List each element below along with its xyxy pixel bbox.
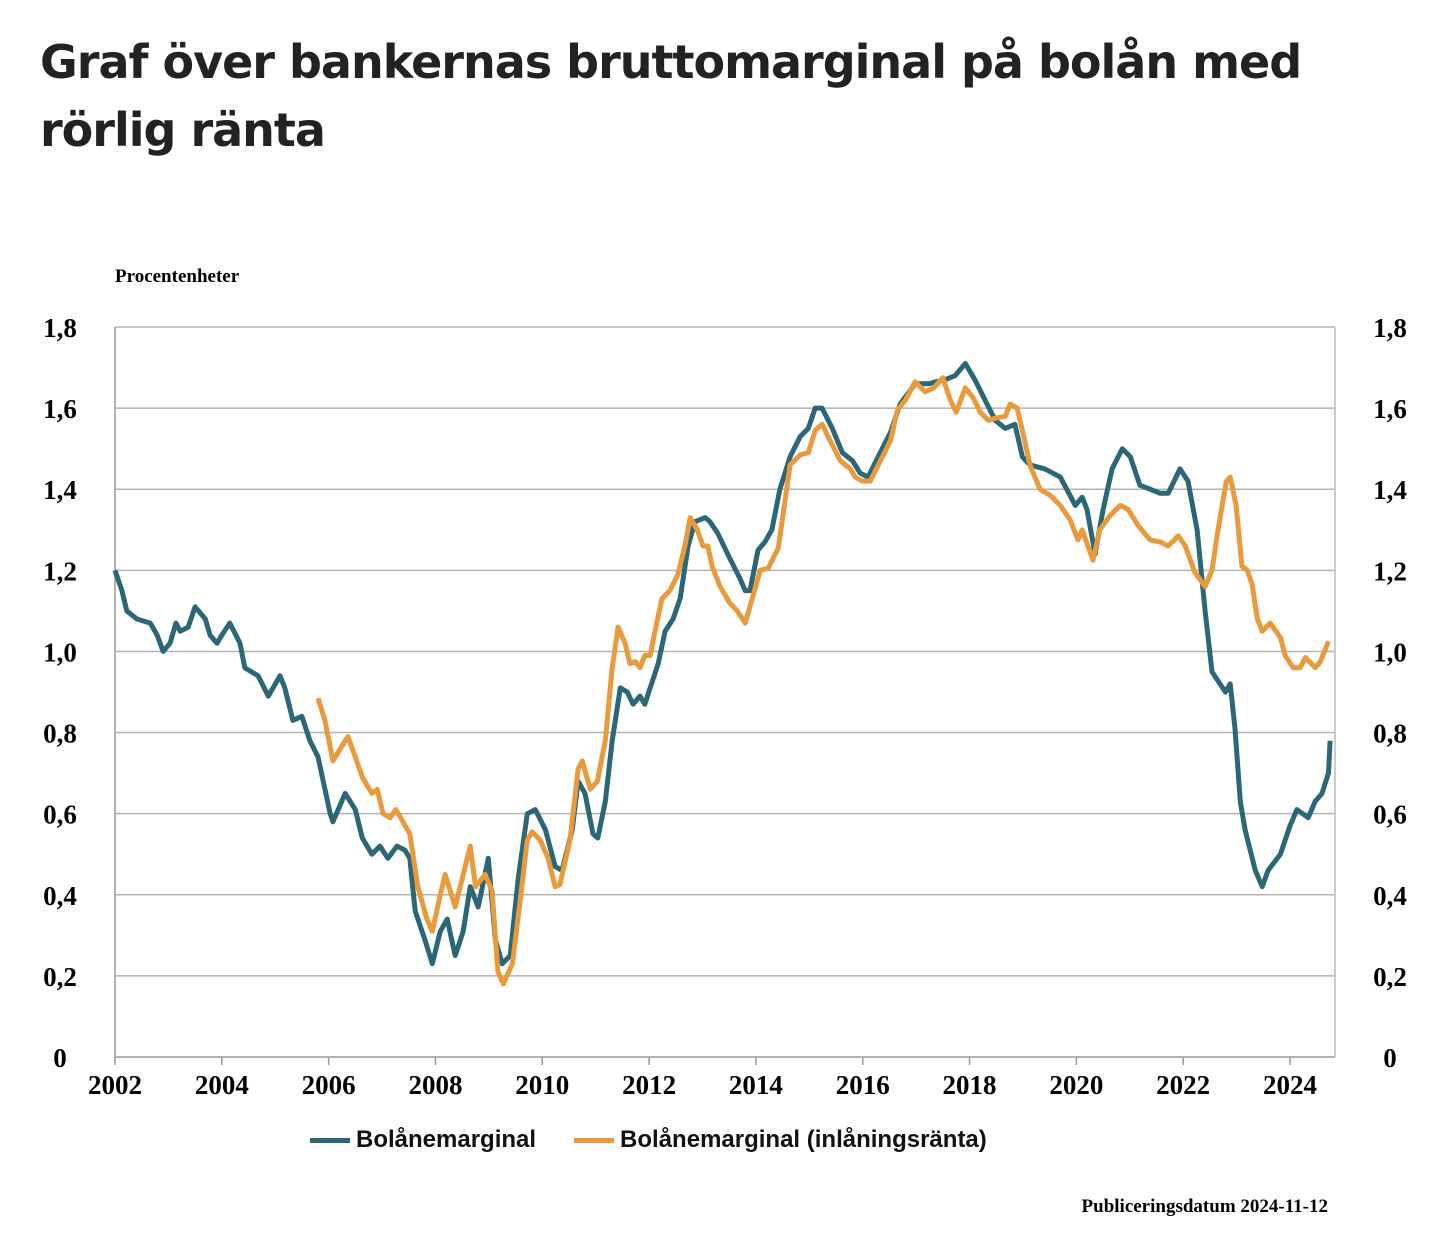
y-tick-label-right: 0,2 [1373,962,1407,992]
y-tick-label-right: 1,0 [1373,637,1407,667]
publication-date: Publiceringsdatum 2024-11-12 [1081,1196,1328,1217]
legend-item-inlaningsranta: Bolånemarginal (inlåningsränta) [574,1126,987,1154]
y-tick-label-left: 0,4 [43,881,77,911]
axes [114,327,1336,1065]
x-tick-label: 2012 [622,1070,676,1100]
x-tick-label: 2020 [1049,1070,1103,1100]
y-tick-label-left: 1,0 [43,637,77,667]
x-tick-label: 2022 [1156,1070,1210,1100]
x-tick-label: 2018 [943,1070,997,1100]
x-tick-label: 2004 [195,1070,249,1100]
legend-item-bolanemarginal: Bolånemarginal [310,1126,536,1154]
x-tick-label: 2002 [88,1070,142,1100]
page-title: Graf över bankernas bruttomarginal på bo… [40,35,1302,157]
series-lines [112,361,1333,987]
y-tick-label-left: 1,8 [43,313,77,343]
y-tick-label-left: 0 [53,1043,67,1073]
y-axis-unit-label: Procentenheter [115,266,240,287]
x-tick-label: 2006 [302,1070,356,1100]
legend-label: Bolånemarginal [356,1126,537,1153]
tick-labels: 0 0 0,2 0,2 0,4 0,4 0,6 0,6 0,8 0,8 1,0 1,0 1,2 1,2 1,… [43,313,1407,1100]
y-tick-label-left: 1,6 [43,394,77,424]
x-tick-label: 2010 [515,1070,569,1100]
x-tick-label: 2024 [1263,1070,1317,1100]
y-tick-label-right: 1,4 [1373,475,1407,505]
gridlines [115,326,1335,977]
y-tick-label-left: 1,2 [43,556,77,586]
y-tick-label-left: 0,6 [43,800,77,830]
y-tick-label-right: 0,8 [1373,719,1407,749]
legend-swatch [310,1137,350,1143]
x-tick-label: 2008 [408,1070,462,1100]
y-tick-label-left: 0,8 [43,719,77,749]
y-tick-label-right: 1,8 [1373,313,1407,343]
y-tick-label-right: 0,6 [1373,800,1407,830]
y-tick-label-right: 1,2 [1373,556,1407,586]
series-line-inlaningsranta [315,375,1331,987]
y-tick-label-right: 1,6 [1373,394,1407,424]
x-tick-label: 2014 [729,1070,783,1100]
x-tick-label: 2016 [836,1070,890,1100]
y-tick-label-right: 0,4 [1373,881,1407,911]
y-tick-label-right: 0 [1383,1043,1397,1073]
y-tick-label-left: 0,2 [43,962,77,992]
legend-swatch [574,1137,615,1143]
legend: Bolånemarginal Bolånemarginal (inlånings… [310,1126,987,1154]
legend-label: Bolånemarginal (inlåningsränta) [620,1126,987,1153]
y-tick-label-left: 1,4 [43,475,77,505]
series-line-bolanemarginal [112,361,1333,967]
